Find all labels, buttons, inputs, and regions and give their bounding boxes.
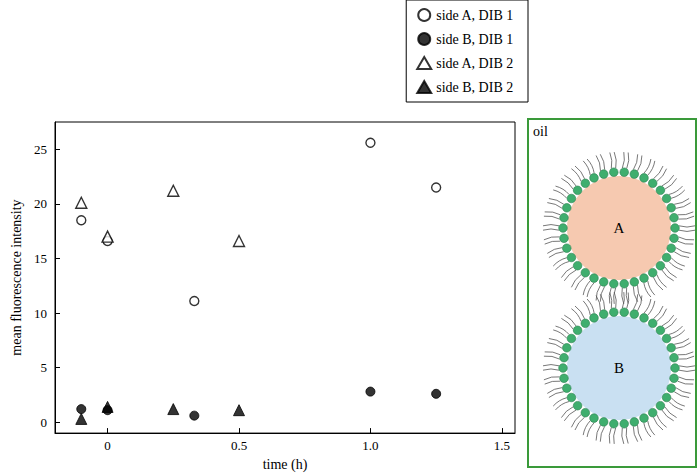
svg-text:20: 20 <box>34 196 47 211</box>
svg-text:oil: oil <box>533 124 548 139</box>
svg-text:25: 25 <box>34 142 47 157</box>
svg-text:0.5: 0.5 <box>231 438 247 453</box>
svg-text:side B, DIB 2: side B, DIB 2 <box>436 80 513 95</box>
svg-text:B: B <box>614 360 624 376</box>
svg-text:15: 15 <box>34 251 47 266</box>
svg-text:mean fluorescence intensity: mean fluorescence intensity <box>9 199 24 355</box>
svg-text:side A, DIB 1: side A, DIB 1 <box>436 8 513 23</box>
svg-text:0: 0 <box>41 415 48 430</box>
svg-text:side A, DIB 2: side A, DIB 2 <box>436 56 513 71</box>
svg-text:5: 5 <box>41 360 48 375</box>
svg-text:1.5: 1.5 <box>494 438 510 453</box>
svg-text:A: A <box>614 220 625 236</box>
svg-text:time (h): time (h) <box>263 457 308 473</box>
svg-text:0: 0 <box>104 438 111 453</box>
svg-text:1.0: 1.0 <box>362 438 378 453</box>
svg-text:side B, DIB 1: side B, DIB 1 <box>436 32 513 47</box>
svg-text:10: 10 <box>34 306 47 321</box>
